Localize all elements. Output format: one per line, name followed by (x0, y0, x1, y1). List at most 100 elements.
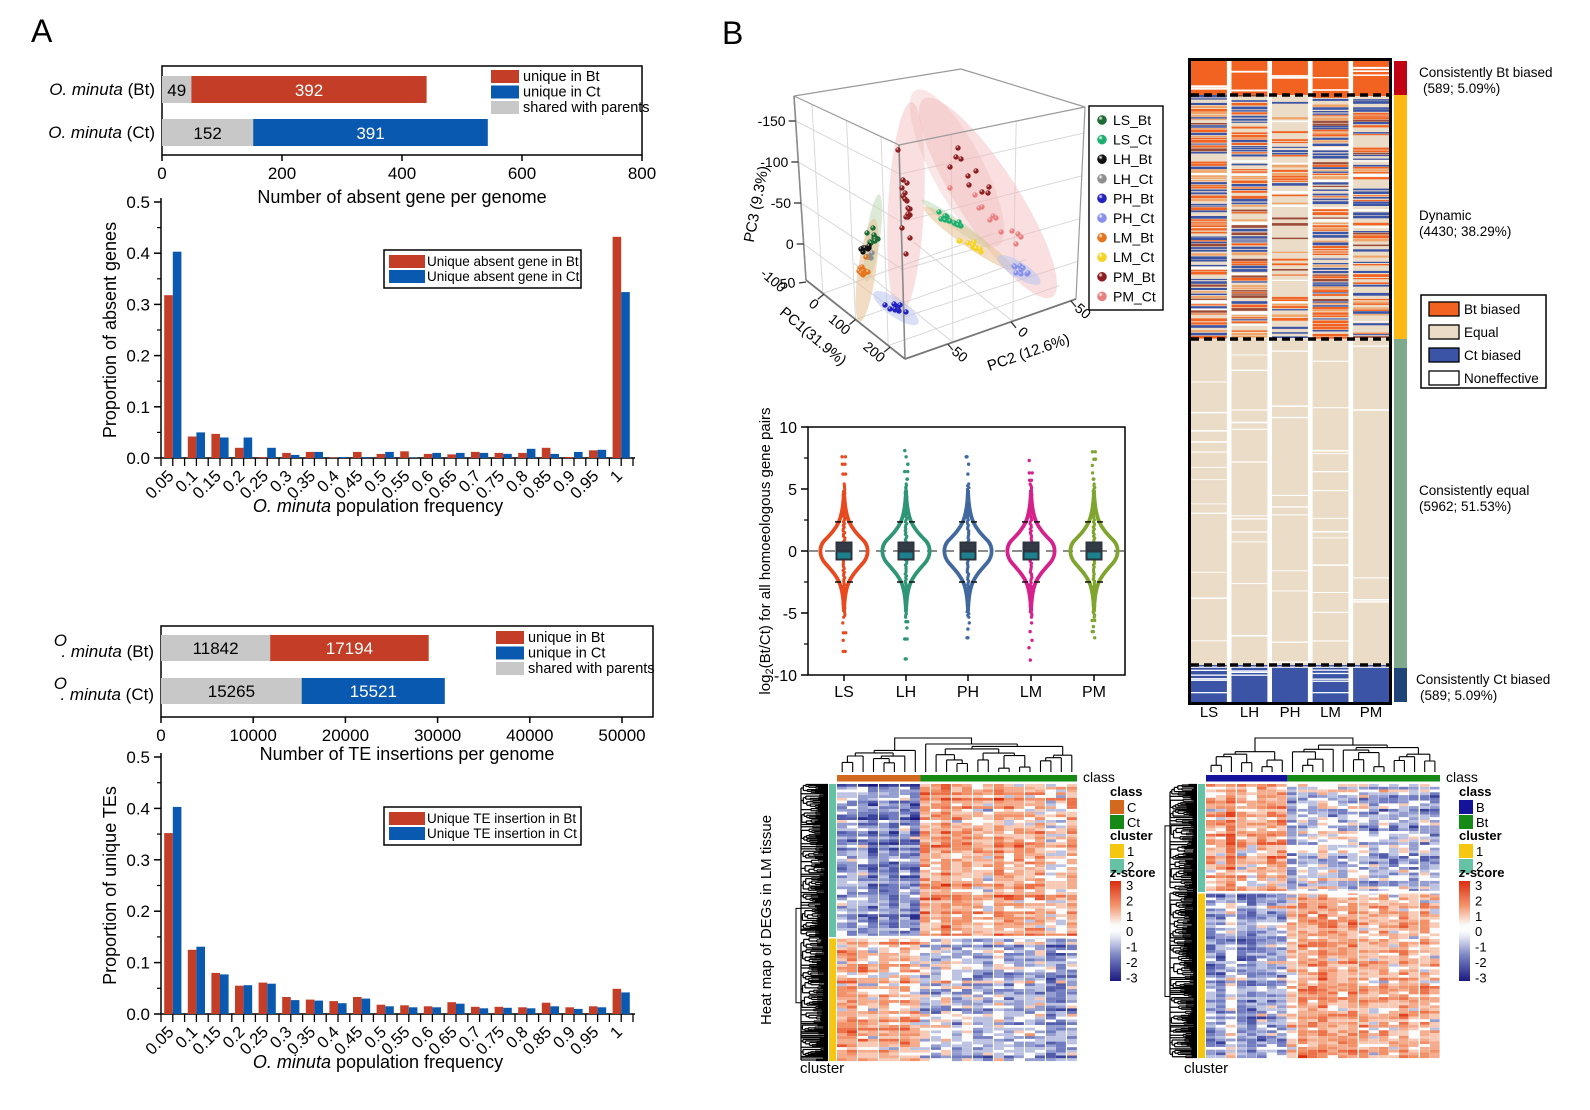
svg-text:B: B (722, 15, 743, 51)
svg-text:. minuta (Bt): . minuta (Bt) (61, 642, 154, 661)
svg-text:PM_Bt: PM_Bt (1113, 269, 1155, 285)
svg-text:Equal: Equal (1464, 325, 1499, 340)
svg-text:0.1: 0.1 (126, 398, 150, 417)
svg-text:0.5: 0.5 (126, 193, 150, 212)
svg-text:class: class (1110, 784, 1143, 799)
svg-text:LM_Bt: LM_Bt (1113, 230, 1154, 246)
svg-text:392: 392 (295, 81, 323, 100)
svg-text:49: 49 (167, 81, 186, 100)
svg-text:PH: PH (1280, 704, 1301, 721)
svg-text:cluster: cluster (1110, 828, 1153, 843)
svg-text:unique in Bt: unique in Bt (523, 69, 600, 85)
svg-text:(589; 5.09%): (589; 5.09%) (1420, 688, 1497, 703)
svg-text:0.3: 0.3 (126, 295, 150, 314)
svg-text:O. minuta population frequency: O. minuta population frequency (253, 496, 503, 516)
svg-text:class: class (1083, 769, 1115, 785)
svg-text:Consistently equal: Consistently equal (1419, 483, 1529, 498)
svg-text:0.3: 0.3 (126, 851, 150, 870)
svg-text:17194: 17194 (326, 639, 373, 658)
svg-text:PM: PM (1360, 704, 1383, 721)
svg-text:A: A (31, 13, 53, 49)
svg-text:2: 2 (1126, 893, 1133, 908)
svg-text:-10: -10 (774, 668, 797, 685)
svg-text:Noneffective: Noneffective (1464, 371, 1539, 386)
svg-text:O. minuta (Ct): O. minuta (Ct) (48, 123, 155, 142)
svg-text:(4430; 38.29%): (4430; 38.29%) (1419, 224, 1511, 239)
svg-text:LS: LS (834, 684, 854, 701)
svg-text:Ct biased: Ct biased (1464, 348, 1521, 363)
svg-text:unique in Ct: unique in Ct (523, 85, 600, 101)
svg-text:LH_Bt: LH_Bt (1113, 151, 1152, 167)
svg-text:10: 10 (779, 420, 797, 437)
svg-text:-5: -5 (783, 606, 797, 623)
svg-text:0.0: 0.0 (126, 449, 150, 468)
svg-text:. minuta (Ct): . minuta (Ct) (60, 685, 154, 704)
svg-text:-150: -150 (758, 113, 786, 129)
svg-text:PM: PM (1082, 684, 1106, 701)
svg-text:LS: LS (1200, 704, 1218, 721)
svg-text:-2: -2 (1126, 955, 1138, 970)
svg-text:0.2: 0.2 (126, 902, 150, 921)
svg-text:1: 1 (1126, 909, 1133, 924)
svg-text:0: 0 (157, 164, 166, 183)
svg-text:50000: 50000 (598, 726, 645, 745)
svg-text:unique in Bt: unique in Bt (528, 630, 605, 646)
svg-text:PH: PH (957, 684, 979, 701)
svg-text:3: 3 (1126, 878, 1133, 893)
svg-text:20000: 20000 (322, 726, 369, 745)
svg-text:LS_Ct: LS_Ct (1113, 132, 1152, 148)
svg-text:0: 0 (786, 236, 794, 252)
svg-text:LM_Ct: LM_Ct (1113, 249, 1154, 265)
svg-text:Proportion of absent genes: Proportion of absent genes (100, 222, 120, 438)
svg-text:LH: LH (896, 684, 916, 701)
svg-text:Dynamic: Dynamic (1419, 208, 1472, 223)
svg-text:1: 1 (1127, 844, 1134, 859)
svg-text:0: 0 (1126, 924, 1133, 939)
svg-text:15265: 15265 (208, 682, 255, 701)
svg-text:PH_Bt: PH_Bt (1113, 190, 1154, 206)
svg-text:5: 5 (788, 482, 797, 499)
svg-text:LH: LH (1240, 704, 1259, 721)
svg-text:Bt biased: Bt biased (1464, 302, 1520, 317)
svg-text:cluster: cluster (800, 1060, 844, 1077)
svg-text:(5962; 51.53%): (5962; 51.53%) (1419, 499, 1511, 514)
svg-text:Unique TE insertion in Ct: Unique TE insertion in Ct (427, 826, 577, 841)
svg-text:0.2: 0.2 (126, 347, 150, 366)
svg-text:PH_Ct: PH_Ct (1113, 210, 1154, 226)
svg-text:30000: 30000 (414, 726, 461, 745)
svg-text:400: 400 (388, 164, 416, 183)
svg-text:Number of TE insertions per ge: Number of TE insertions per genome (260, 744, 555, 764)
svg-text:log2(Bt/Ct) for all homoeologo: log2(Bt/Ct) for all homoeologous gene pa… (757, 407, 776, 694)
svg-text:0.0: 0.0 (126, 1005, 150, 1024)
svg-text:-3: -3 (1126, 970, 1138, 985)
svg-text:40000: 40000 (506, 726, 553, 745)
svg-text:O. minuta population frequency: O. minuta population frequency (253, 1052, 503, 1072)
svg-text:0.1: 0.1 (126, 954, 150, 973)
svg-text:PM_Ct: PM_Ct (1113, 288, 1156, 304)
svg-text:10000: 10000 (230, 726, 277, 745)
svg-text:0.4: 0.4 (126, 244, 150, 263)
svg-text:Proportion of unique TEs: Proportion of unique TEs (100, 786, 120, 985)
svg-text:200: 200 (268, 164, 296, 183)
svg-text:0.5: 0.5 (126, 748, 150, 767)
svg-text:Unique TE insertion in Bt: Unique TE insertion in Bt (427, 811, 576, 826)
svg-text:O. minuta (Bt): O. minuta (Bt) (49, 80, 155, 99)
svg-text:11842: 11842 (193, 639, 239, 658)
svg-text:Unique absent gene in Ct: Unique absent gene in Ct (427, 269, 580, 284)
svg-text:Consistently Ct biased: Consistently Ct biased (1416, 672, 1550, 687)
svg-text:shared with parents: shared with parents (523, 100, 650, 116)
svg-text:Unique absent gene in Bt: Unique absent gene in Bt (427, 254, 579, 269)
svg-text:Number of absent gene per geno: Number of absent gene per genome (257, 187, 546, 207)
svg-text:0: 0 (156, 726, 165, 745)
svg-text:Consistently Bt biased: Consistently Bt biased (1419, 65, 1553, 80)
svg-text:-50: -50 (771, 195, 791, 211)
svg-text:152: 152 (193, 124, 221, 143)
svg-text:LM: LM (1320, 704, 1341, 721)
svg-text:LS_Bt: LS_Bt (1113, 112, 1151, 128)
svg-text:0: 0 (788, 544, 797, 561)
svg-text:600: 600 (508, 164, 536, 183)
svg-text:-1: -1 (1126, 940, 1138, 955)
svg-text:LH_Ct: LH_Ct (1113, 171, 1153, 187)
svg-text:unique in Ct: unique in Ct (528, 646, 605, 662)
svg-text:(589; 5.09%): (589; 5.09%) (1423, 81, 1500, 96)
